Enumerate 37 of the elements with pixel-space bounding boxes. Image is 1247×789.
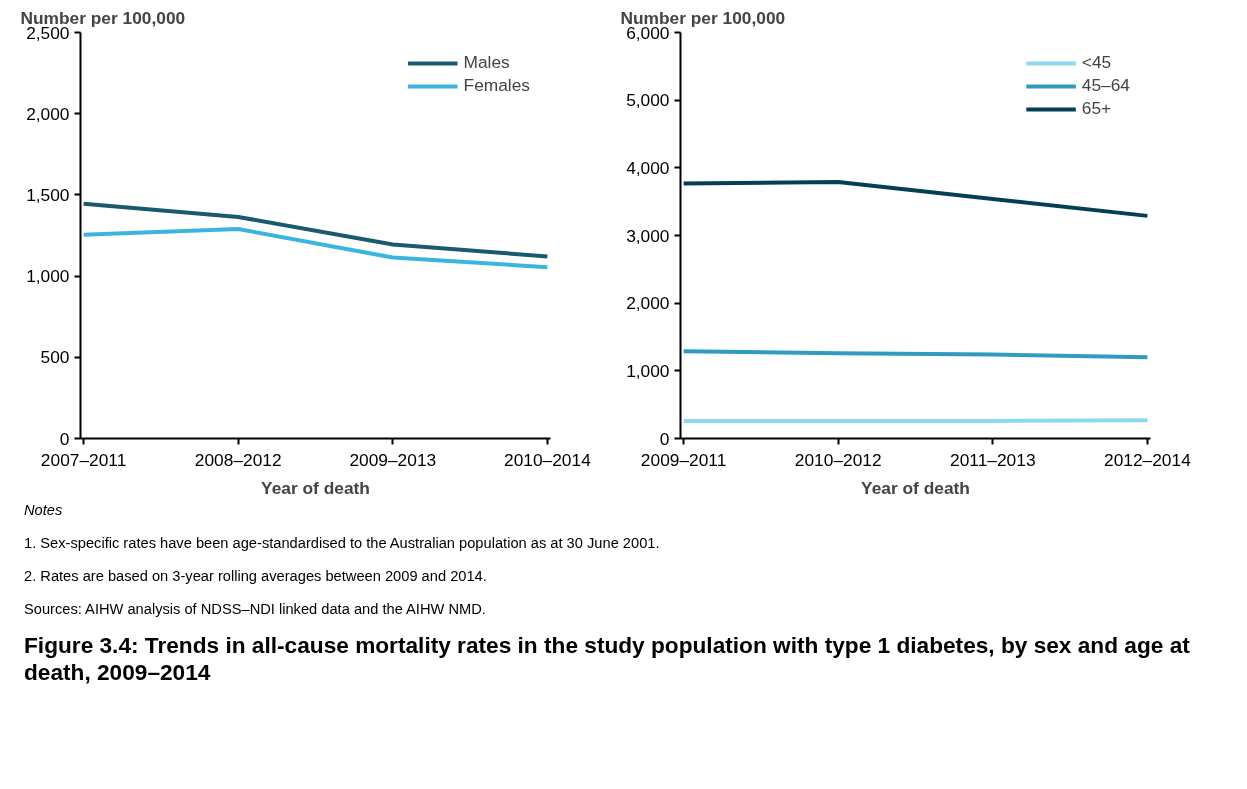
source-note: Sources: AIHW analysis of NDSS–NDI linked data and the AIHW NMD. (24, 599, 487, 619)
y-tick-label: 0 (659, 428, 670, 449)
y-tick-label: 4,000 (626, 157, 670, 178)
x-tick-label: 2012–2014 (1104, 449, 1192, 470)
line-series (681, 349, 1150, 360)
x-tick-label: 2008–2012 (194, 449, 282, 470)
x-tick-label: 2011–2013 (950, 449, 1036, 470)
y-axis-title: Number per 100,000 (620, 7, 786, 28)
x-tick-label: 2009–2011 (640, 449, 727, 470)
y-tick-label: 3,000 (626, 225, 670, 246)
line-series (81, 201, 550, 259)
line-series (81, 227, 550, 270)
text: Notes (24, 501, 64, 520)
text: 2. Rates are based on 3-year rolling averages between 2009 and 2014. (24, 566, 488, 586)
x-tick-label: 2010–2014 (504, 449, 592, 470)
legend-label: 45–64 (1081, 75, 1130, 96)
text: 1. Sex-specific rates have been age-standardised to the Australian population as at 30 June 2001. (24, 533, 661, 553)
x-tick-label: 2009–2013 (349, 449, 437, 470)
x-axis-title: Year of death (861, 477, 970, 498)
x-tick-label: 2010–2012 (794, 449, 882, 470)
line-series (681, 180, 1150, 218)
y-tick-label: 2,000 (626, 293, 670, 314)
x-axis-title: Year of death (261, 477, 370, 498)
legend-label: 65+ (1081, 98, 1112, 119)
y-tick-label: 1,000 (26, 266, 70, 287)
legend-label: <45 (1081, 52, 1112, 73)
y-tick-label: 2,000 (26, 103, 70, 124)
y-tick-label: 0 (59, 428, 70, 449)
y-tick-label: 1,500 (26, 184, 70, 205)
y-axis-title: Number per 100,000 (20, 7, 186, 28)
y-tick-label: 500 (40, 347, 70, 368)
x-tick-label: 2007–2011 (40, 449, 127, 470)
y-tick-label: 5,000 (626, 90, 670, 111)
legend-label: Females (463, 75, 530, 96)
y-tick-label: 1,000 (626, 360, 670, 381)
legend-label: Males (463, 52, 510, 73)
text: Figure 3.4: Trends in all-cause mortality rates in the study population with type 1 diabetes, by sex and age at death, 2009–2014 (24, 631, 1191, 687)
